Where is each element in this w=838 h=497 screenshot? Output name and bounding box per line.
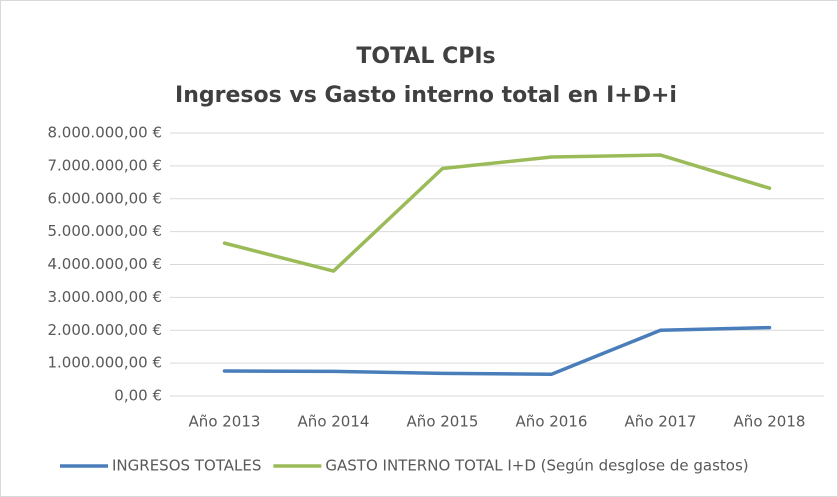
- legend-label: GASTO INTERNO TOTAL I+D (Según desglose …: [325, 457, 748, 475]
- chart-subtitle: Ingresos vs Gasto interno total en I+D+i: [175, 83, 677, 108]
- y-tick-label: 1.000.000,00 €: [47, 354, 162, 372]
- x-tick-label: Año 2013: [189, 413, 261, 431]
- series-line: [222, 153, 772, 273]
- y-tick-label: 6.000.000,00 €: [47, 189, 162, 207]
- y-tick-label: 8.000.000,00 €: [47, 124, 162, 142]
- y-tick-label: 5.000.000,00 €: [47, 222, 162, 240]
- x-tick-label: Año 2015: [407, 413, 479, 431]
- chart-title: TOTAL CPIs: [356, 44, 495, 69]
- y-tick-label: 3.000.000,00 €: [47, 288, 162, 306]
- x-tick-label: Año 2014: [298, 413, 370, 431]
- y-tick-label: 2.000.000,00 €: [47, 321, 162, 339]
- x-tick-label: Año 2016: [516, 413, 588, 431]
- legend-label: INGRESOS TOTALES: [112, 457, 261, 475]
- x-tick-label: Año 2017: [625, 413, 697, 431]
- series-line: [222, 325, 772, 377]
- y-tick-label: 0,00 €: [114, 387, 162, 405]
- x-tick-label: Año 2018: [734, 413, 806, 431]
- y-tick-label: 4.000.000,00 €: [47, 255, 162, 273]
- y-tick-label: 7.000.000,00 €: [47, 156, 162, 174]
